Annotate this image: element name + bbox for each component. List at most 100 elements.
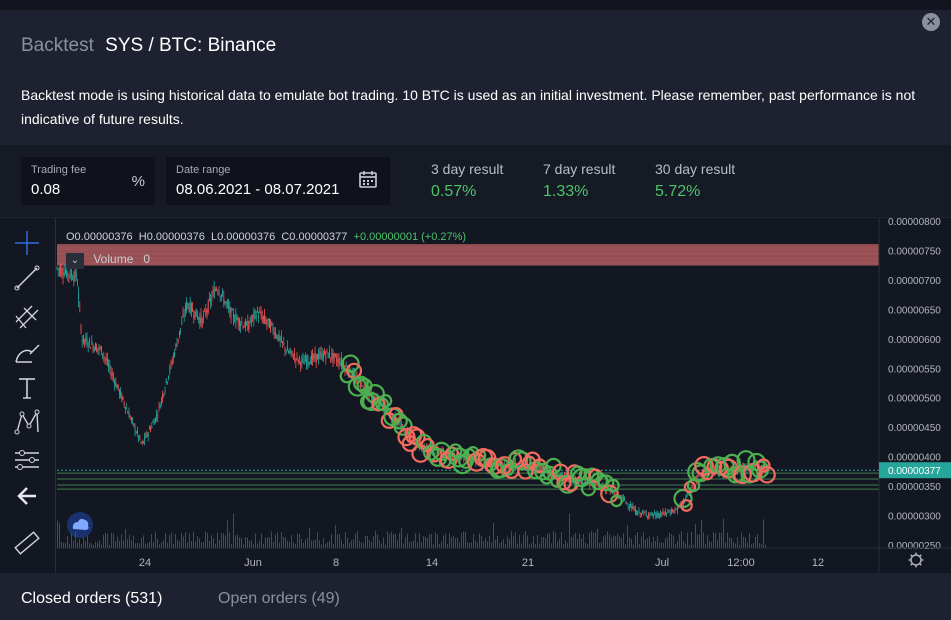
candle-body	[194, 311, 196, 319]
candle-body	[673, 510, 675, 513]
volume-bar	[431, 533, 432, 548]
candle-body	[659, 514, 660, 516]
candle-body	[217, 291, 219, 293]
candle-body	[685, 495, 687, 500]
volume-bar	[389, 533, 390, 548]
candle-body	[612, 492, 614, 494]
volume-bar	[223, 533, 224, 548]
buy-marker	[673, 488, 693, 509]
candle-body	[686, 493, 688, 496]
volume-bar	[129, 534, 130, 548]
volume-bar	[743, 536, 744, 548]
volume-bar	[747, 542, 748, 548]
candle-body	[255, 315, 257, 319]
candle-body	[145, 434, 147, 438]
buy-marker	[512, 451, 532, 471]
candle-body	[641, 513, 642, 516]
candle-body	[293, 358, 294, 360]
crosshair-icon[interactable]	[12, 228, 42, 258]
candle-body	[222, 291, 224, 293]
candle-body	[464, 459, 466, 461]
close-icon[interactable]: ✕	[922, 13, 940, 31]
trading-fee-value[interactable]: 0.08	[31, 181, 61, 198]
volume-bar	[599, 542, 600, 548]
candle-body	[645, 513, 647, 516]
trend-line-icon[interactable]	[12, 263, 42, 293]
buy-marker	[606, 478, 620, 493]
volume-bar	[727, 532, 728, 548]
candle-body	[155, 417, 156, 422]
volume-bar	[761, 544, 762, 548]
ohlc-legend: O0.00000376 H0.00000376 L0.00000376 C0.0…	[66, 231, 466, 243]
chart-canvas[interactable]: 0.00000800 0.00000750 0.00000700 0.00000650…	[0, 218, 951, 573]
volume-bar	[593, 532, 594, 548]
volume-bar	[459, 542, 460, 548]
candle-body	[121, 394, 123, 401]
candle-body	[227, 301, 228, 304]
candle-body	[319, 352, 321, 358]
candle-body	[359, 386, 360, 388]
volume-bar	[603, 536, 604, 548]
volume-bar	[289, 541, 290, 548]
candle-body	[66, 266, 68, 277]
candle-body	[613, 492, 615, 494]
candle-body	[189, 301, 191, 313]
tab-closed-orders[interactable]: Closed orders (531)	[21, 590, 163, 607]
candle-body	[197, 314, 198, 319]
volume-bar	[317, 532, 318, 548]
text-icon[interactable]	[12, 373, 42, 403]
back-arrow-icon[interactable]	[12, 481, 42, 511]
ruler-icon[interactable]	[12, 528, 42, 558]
volume-bar	[725, 542, 726, 548]
candle-body	[480, 458, 482, 460]
trading-fee-field[interactable]: Trading fee 0.08 %	[21, 157, 155, 205]
candle-body	[156, 414, 158, 417]
candle-body	[83, 334, 84, 343]
volume-bar	[185, 532, 186, 548]
brush-icon[interactable]	[12, 338, 42, 368]
candle-body	[141, 442, 143, 443]
candle-body	[336, 359, 338, 362]
candle-body	[107, 358, 108, 364]
volume-bar	[387, 531, 388, 548]
calendar-icon[interactable]	[358, 169, 378, 189]
volume-bar	[335, 524, 336, 548]
tab-open-orders[interactable]: Open orders (49)	[218, 590, 340, 607]
title-label: Backtest	[21, 35, 94, 56]
volume-bar	[113, 533, 114, 548]
volume-bar	[285, 537, 286, 548]
date-range-value[interactable]: 08.06.2021 - 08.07.2021	[176, 181, 340, 198]
volume-bar	[293, 542, 294, 548]
legend-close: C0.00000377	[281, 231, 348, 243]
candle-body	[329, 351, 330, 358]
measure-icon[interactable]	[12, 445, 42, 475]
pattern-icon[interactable]	[12, 408, 42, 438]
date-range-field[interactable]: Date range 08.06.2021 - 08.07.2021	[166, 157, 390, 205]
volume-bar	[119, 540, 120, 548]
fib-icon[interactable]	[12, 302, 42, 332]
candle-body	[233, 313, 234, 319]
volume-bar	[279, 542, 280, 548]
candle-body	[582, 480, 584, 484]
volume-bar	[457, 537, 458, 548]
volume-bar	[613, 535, 614, 548]
candle-body	[643, 512, 645, 514]
time-tick-label: 21	[522, 557, 534, 569]
candle-body	[168, 376, 170, 379]
volume-bar	[655, 541, 656, 548]
volume-bar	[165, 533, 166, 548]
candle-body	[578, 479, 580, 484]
candle-body	[181, 321, 183, 325]
volume-bar	[307, 537, 308, 548]
candle-body	[104, 357, 106, 359]
volume-bar	[343, 544, 344, 548]
candle-body	[339, 362, 341, 365]
volume-bar	[647, 538, 648, 548]
price-tick-label: 0.00000750	[888, 246, 941, 257]
price-chart[interactable]: 0.00000800 0.00000750 0.00000700 0.00000650…	[0, 218, 951, 573]
volume-bar	[71, 533, 72, 548]
chevron-down-icon[interactable]: ⌄	[66, 253, 84, 269]
volume-bar	[667, 536, 668, 548]
candle-body	[518, 464, 520, 468]
